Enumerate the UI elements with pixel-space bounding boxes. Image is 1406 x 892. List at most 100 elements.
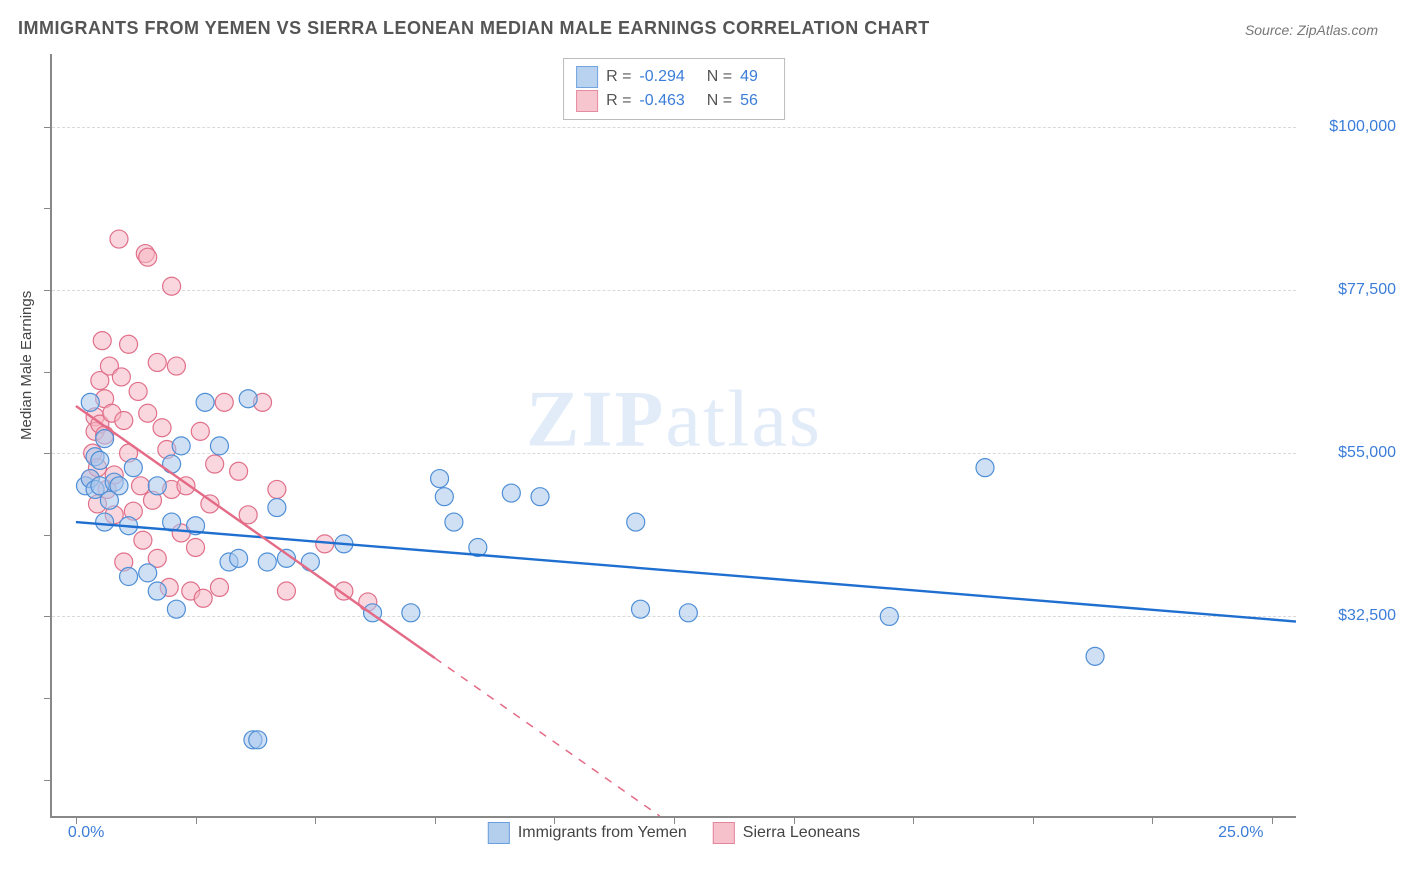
x-tick-mark <box>76 816 77 824</box>
data-point-sierra <box>167 357 185 375</box>
x-tick-mark <box>315 816 316 824</box>
data-point-sierra <box>139 248 157 266</box>
x-tick-mark <box>794 816 795 824</box>
legend-r-label: R = <box>606 89 631 113</box>
data-point-sierra <box>112 368 130 386</box>
legend-r-value: -0.294 <box>639 65 684 89</box>
scatter-svg <box>52 54 1296 816</box>
data-point-sierra <box>277 582 295 600</box>
y-minor-tick <box>44 698 52 699</box>
x-tick-mark <box>1272 816 1273 824</box>
source-name: ZipAtlas.com <box>1297 22 1378 38</box>
series-legend-item-sierra: Sierra Leoneans <box>713 822 860 844</box>
legend-row-yemen: R =-0.294N =49 <box>576 65 772 89</box>
legend-swatch <box>713 822 735 844</box>
data-point-yemen <box>1086 647 1104 665</box>
legend-n-value: 56 <box>740 89 758 113</box>
correlation-legend: R = -0.294 N = 49R = -0.463 N = 56 <box>563 58 785 120</box>
data-point-yemen <box>627 513 645 531</box>
y-tick-mark <box>44 290 52 291</box>
data-point-yemen <box>91 451 109 469</box>
x-tick-mark <box>1152 816 1153 824</box>
data-point-yemen <box>435 488 453 506</box>
y-tick-label: $32,500 <box>1306 607 1396 625</box>
data-point-sierra <box>115 411 133 429</box>
data-point-sierra <box>191 422 209 440</box>
data-point-yemen <box>258 553 276 571</box>
x-tick-label: 0.0% <box>68 824 104 842</box>
data-point-yemen <box>976 459 994 477</box>
data-point-sierra <box>148 353 166 371</box>
data-point-sierra <box>194 589 212 607</box>
data-point-sierra <box>93 332 111 350</box>
data-point-yemen <box>148 582 166 600</box>
x-tick-mark <box>913 816 914 824</box>
data-point-yemen <box>880 607 898 625</box>
y-axis-label: Median Male Earnings <box>18 291 35 440</box>
data-point-yemen <box>120 568 138 586</box>
y-tick-mark <box>44 127 52 128</box>
data-point-yemen <box>167 600 185 618</box>
chart-title: IMMIGRANTS FROM YEMEN VS SIERRA LEONEAN … <box>18 18 930 39</box>
data-point-sierra <box>139 404 157 422</box>
data-point-yemen <box>148 477 166 495</box>
y-tick-mark <box>44 453 52 454</box>
series-legend-item-yemen: Immigrants from Yemen <box>488 822 687 844</box>
data-point-yemen <box>124 459 142 477</box>
y-tick-mark <box>44 616 52 617</box>
x-tick-mark <box>1033 816 1034 824</box>
legend-n-value: 49 <box>740 65 758 89</box>
legend-n-label: N = <box>707 89 732 113</box>
y-minor-tick <box>44 372 52 373</box>
y-minor-tick <box>44 535 52 536</box>
data-point-yemen <box>239 390 257 408</box>
data-point-yemen <box>301 553 319 571</box>
data-point-yemen <box>96 513 114 531</box>
data-point-yemen <box>679 604 697 622</box>
x-tick-label: 25.0% <box>1218 824 1263 842</box>
data-point-yemen <box>81 393 99 411</box>
y-minor-tick <box>44 780 52 781</box>
data-point-yemen <box>172 437 190 455</box>
data-point-sierra <box>129 382 147 400</box>
data-point-sierra <box>153 419 171 437</box>
data-point-yemen <box>249 731 267 749</box>
legend-r-label: R = <box>606 65 631 89</box>
data-point-yemen <box>196 393 214 411</box>
x-tick-mark <box>674 816 675 824</box>
data-point-yemen <box>163 455 181 473</box>
legend-row-sierra: R = -0.463 N = 56 <box>576 89 772 113</box>
data-point-yemen <box>268 499 286 517</box>
data-point-yemen <box>96 430 114 448</box>
source-prefix: Source: <box>1245 22 1297 38</box>
legend-swatch <box>576 66 598 88</box>
data-point-yemen <box>100 491 118 509</box>
data-point-yemen <box>139 564 157 582</box>
x-tick-mark <box>196 816 197 824</box>
series-legend-label: Immigrants from Yemen <box>518 824 687 842</box>
data-point-sierra <box>187 538 205 556</box>
y-tick-label: $100,000 <box>1306 118 1396 136</box>
series-legend: Immigrants from Yemen Sierra Leoneans <box>488 822 860 844</box>
legend-swatch <box>488 822 510 844</box>
data-point-sierra <box>206 455 224 473</box>
series-legend-label: Sierra Leoneans <box>743 824 860 842</box>
source-attribution: Source: ZipAtlas.com <box>1245 22 1378 38</box>
data-point-sierra <box>163 277 181 295</box>
data-point-sierra <box>268 480 286 498</box>
legend-swatch <box>576 90 598 112</box>
legend-r-value: -0.463 <box>639 89 684 113</box>
data-point-yemen <box>445 513 463 531</box>
data-point-sierra <box>230 462 248 480</box>
x-tick-mark <box>435 816 436 824</box>
data-point-yemen <box>402 604 420 622</box>
data-point-yemen <box>502 484 520 502</box>
data-point-yemen <box>632 600 650 618</box>
y-minor-tick <box>44 208 52 209</box>
data-point-sierra <box>215 393 233 411</box>
data-point-sierra <box>110 230 128 248</box>
y-tick-label: $55,000 <box>1306 444 1396 462</box>
data-point-yemen <box>210 437 228 455</box>
data-point-yemen <box>531 488 549 506</box>
data-point-sierra <box>132 477 150 495</box>
